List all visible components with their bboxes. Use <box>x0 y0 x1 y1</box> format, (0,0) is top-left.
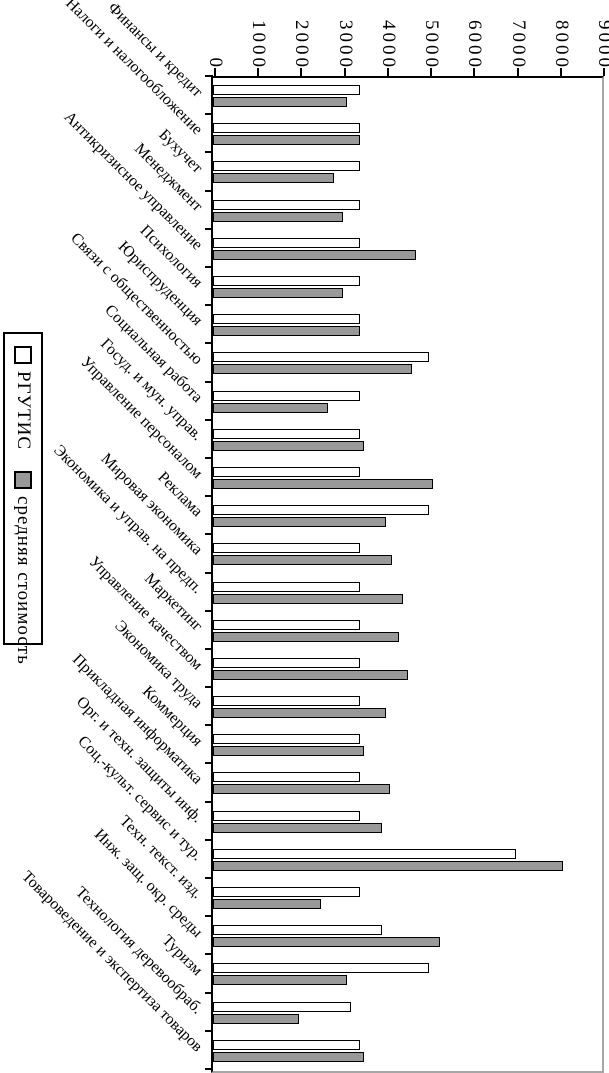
bar-average <box>213 97 347 107</box>
bar-rgutis <box>213 352 429 363</box>
legend-swatch-rgutis <box>14 346 32 364</box>
category-axis-tick <box>205 609 213 612</box>
category-axis-tick <box>205 647 213 650</box>
bar-rgutis <box>213 925 382 936</box>
category-axis-tick <box>205 533 213 536</box>
bar-rgutis <box>213 581 360 592</box>
bar-average <box>213 440 364 451</box>
bar-average <box>213 593 403 604</box>
value-axis-label: 7000 <box>507 20 529 70</box>
bar-rgutis <box>213 810 360 821</box>
bar-average <box>213 937 440 948</box>
bar-average <box>213 478 433 489</box>
category-axis-tick <box>205 571 213 574</box>
bar-rgutis <box>213 314 360 325</box>
category-axis-tick <box>205 380 213 383</box>
bar-average <box>213 555 392 566</box>
category-axis-tick <box>205 456 213 459</box>
category-axis-tick <box>205 113 213 116</box>
bar-average <box>213 1013 299 1024</box>
legend-swatch-average <box>14 471 32 490</box>
value-axis-label: 1000 <box>248 20 270 70</box>
category-axis-tick <box>205 151 213 154</box>
bar-average <box>213 135 360 146</box>
bar-rgutis <box>213 161 360 172</box>
category-axis-tick <box>205 495 213 498</box>
bar-average <box>213 1051 364 1062</box>
bar-average <box>213 173 334 184</box>
category-axis-tick <box>205 189 213 192</box>
bar-average <box>213 708 386 719</box>
value-axis-label: 4000 <box>377 20 399 70</box>
category-axis-tick <box>205 953 213 956</box>
bar-average <box>213 326 360 337</box>
category-axis-tick <box>205 1068 213 1070</box>
bar-average <box>213 517 386 528</box>
bar-rgutis <box>213 505 429 516</box>
category-axis-tick <box>205 724 213 727</box>
value-axis-label: 0 <box>205 57 226 71</box>
bar-rgutis <box>213 734 360 745</box>
bar-rgutis <box>213 963 429 974</box>
bar-rgutis <box>213 619 360 630</box>
bar-average <box>213 364 412 375</box>
value-axis-label: 3000 <box>334 20 356 70</box>
value-axis-label: 6000 <box>464 20 486 70</box>
value-axis-label: 5000 <box>421 20 443 70</box>
bar-average <box>213 784 390 795</box>
bar-rgutis <box>213 543 360 554</box>
bar-rgutis <box>213 428 360 439</box>
bar-rgutis <box>213 237 360 248</box>
bar-rgutis <box>213 199 360 210</box>
category-axis-tick <box>205 227 213 230</box>
category-axis-tick <box>205 915 213 918</box>
value-axis-label: 9000 <box>594 20 609 70</box>
category-axis-tick <box>205 304 213 307</box>
bar-rgutis <box>213 772 360 783</box>
category-axis-tick <box>205 762 213 765</box>
category-axis-tick <box>205 1029 213 1032</box>
bar-average <box>213 860 563 871</box>
legend: РГУТИС средняя стоимость <box>3 332 43 665</box>
value-axis-label: 2000 <box>291 20 313 70</box>
category-axis-tick <box>205 800 213 803</box>
bar-rgutis <box>213 657 360 668</box>
category-axis-tick <box>205 342 213 345</box>
bar-rgutis <box>213 887 360 898</box>
bar-average <box>213 402 328 413</box>
category-axis-tick <box>205 877 213 880</box>
plot-area <box>211 76 604 1073</box>
bar-average <box>213 746 364 757</box>
bar-rgutis <box>213 848 516 859</box>
bar-average <box>213 211 343 222</box>
category-axis-tick <box>205 838 213 841</box>
bar-average <box>213 975 347 986</box>
category-axis-tick <box>205 75 213 77</box>
bar-rgutis <box>213 696 360 707</box>
bar-rgutis <box>213 390 360 401</box>
category-axis-tick <box>205 418 213 421</box>
bar-rgutis <box>213 466 360 477</box>
bar-average <box>213 669 408 680</box>
bar-rgutis <box>213 1001 351 1012</box>
bar-rgutis <box>213 275 360 286</box>
bar-average <box>213 899 321 910</box>
category-axis-tick <box>205 991 213 994</box>
bar-average <box>213 249 416 260</box>
category-axis-tick <box>205 265 213 268</box>
legend-label-rgutis: РГУТИС <box>13 371 34 451</box>
bar-rgutis <box>213 123 360 134</box>
bar-average <box>213 631 399 642</box>
bar-average <box>213 822 382 833</box>
category-axis-tick <box>205 686 213 689</box>
bar-average <box>213 287 343 298</box>
value-axis-label: 8000 <box>550 20 572 70</box>
bar-rgutis <box>213 85 360 95</box>
legend-label-average: средняя стоимость <box>13 496 34 665</box>
bar-rgutis <box>213 1039 360 1050</box>
